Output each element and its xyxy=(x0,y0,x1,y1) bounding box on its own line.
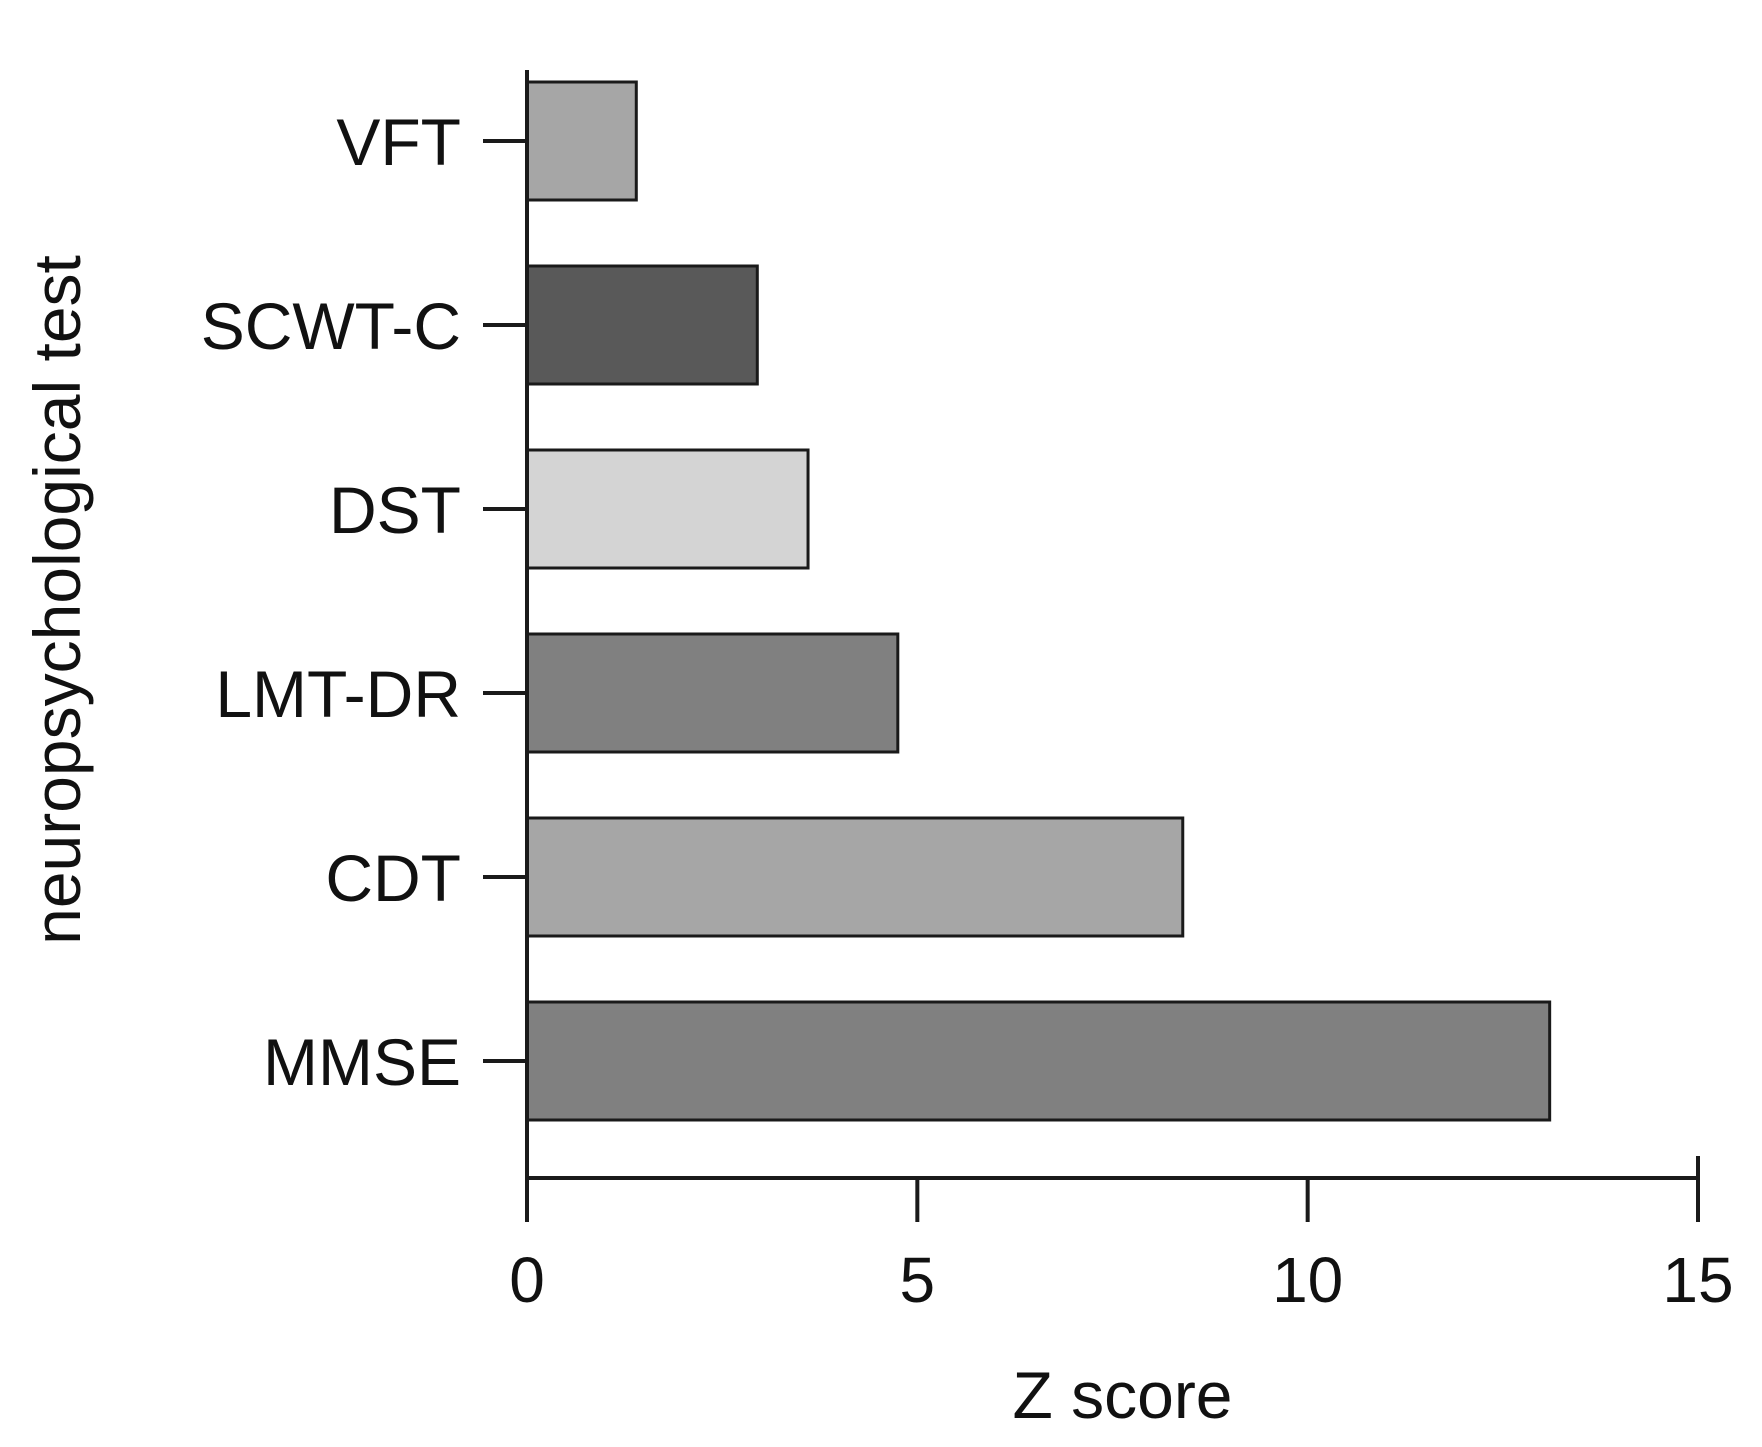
bar-cdt xyxy=(525,816,1185,938)
category-label: LMT-DR xyxy=(215,657,461,731)
bar-lmt-dr xyxy=(525,632,900,754)
axis-frame xyxy=(525,70,1700,1180)
bar-scwt-c xyxy=(525,264,759,386)
category-label: DST xyxy=(329,473,461,547)
x-tick-label: 5 xyxy=(900,1244,936,1316)
category-label: MMSE xyxy=(263,1025,461,1099)
bar-mmse xyxy=(525,1000,1552,1122)
category-label: SCWT-C xyxy=(201,289,461,363)
category-labels: VFT SCWT-C DST LMT-DR CDT MMSE xyxy=(201,105,461,1099)
bar-vft xyxy=(525,80,638,202)
x-tick-labels: 0 5 10 15 xyxy=(509,1244,1733,1316)
x-tick-label: 15 xyxy=(1662,1244,1733,1316)
x-tick-label: 0 xyxy=(509,1244,545,1316)
axes xyxy=(483,70,1700,1222)
x-axis-title: Z score xyxy=(1012,1358,1232,1432)
bar-dst xyxy=(525,448,810,570)
y-axis-title: neuropsychological test xyxy=(20,255,94,945)
category-label: CDT xyxy=(325,841,461,915)
category-label: VFT xyxy=(336,105,461,179)
x-tick-label: 10 xyxy=(1272,1244,1343,1316)
bars xyxy=(525,80,1552,1122)
